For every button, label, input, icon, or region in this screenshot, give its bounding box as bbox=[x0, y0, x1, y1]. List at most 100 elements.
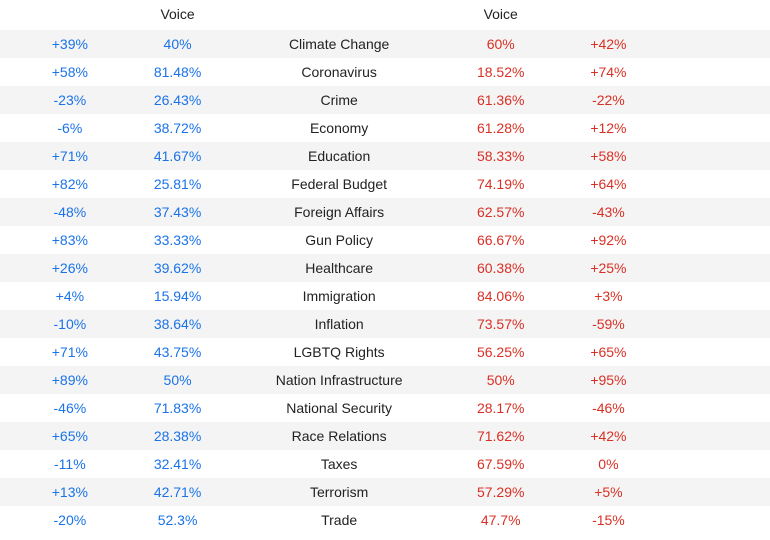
cell-spacer-left bbox=[0, 114, 16, 142]
cell-blue-voice: 52.3% bbox=[124, 506, 232, 534]
cell-topic: Crime bbox=[231, 86, 446, 114]
cell-spacer-right bbox=[662, 338, 770, 366]
table-body: +39%40%Climate Change60%+42%+58%81.48%Co… bbox=[0, 30, 770, 534]
cell-spacer-left bbox=[0, 338, 16, 366]
cell-spacer-right bbox=[662, 422, 770, 450]
cell-spacer-left bbox=[0, 394, 16, 422]
cell-spacer-left bbox=[0, 170, 16, 198]
header-red-voice: Voice bbox=[447, 0, 555, 30]
header-blue-change bbox=[16, 0, 124, 30]
cell-spacer-right bbox=[662, 30, 770, 58]
cell-red-voice: 50% bbox=[447, 366, 555, 394]
cell-topic: Education bbox=[231, 142, 446, 170]
cell-red-voice: 62.57% bbox=[447, 198, 555, 226]
cell-blue-change: +4% bbox=[16, 282, 124, 310]
cell-red-change: +12% bbox=[555, 114, 663, 142]
cell-spacer-right bbox=[662, 254, 770, 282]
cell-red-change: +3% bbox=[555, 282, 663, 310]
cell-red-voice: 56.25% bbox=[447, 338, 555, 366]
cell-blue-voice: 32.41% bbox=[124, 450, 232, 478]
header-blue-voice: Voice bbox=[124, 0, 232, 30]
cell-spacer-right bbox=[662, 86, 770, 114]
cell-spacer-right bbox=[662, 58, 770, 86]
cell-blue-voice: 50% bbox=[124, 366, 232, 394]
cell-spacer-right bbox=[662, 114, 770, 142]
header-red-change bbox=[555, 0, 663, 30]
cell-blue-change: +65% bbox=[16, 422, 124, 450]
table-row: -6%38.72%Economy61.28%+12% bbox=[0, 114, 770, 142]
cell-red-voice: 18.52% bbox=[447, 58, 555, 86]
cell-blue-change: +71% bbox=[16, 142, 124, 170]
cell-blue-change: -23% bbox=[16, 86, 124, 114]
cell-blue-change: +26% bbox=[16, 254, 124, 282]
cell-blue-change: -46% bbox=[16, 394, 124, 422]
table-row: -23%26.43%Crime61.36%-22% bbox=[0, 86, 770, 114]
cell-spacer-right bbox=[662, 506, 770, 534]
cell-red-change: -59% bbox=[555, 310, 663, 338]
table-row: +82%25.81%Federal Budget74.19%+64% bbox=[0, 170, 770, 198]
cell-topic: Taxes bbox=[231, 450, 446, 478]
table-row: +65%28.38%Race Relations71.62%+42% bbox=[0, 422, 770, 450]
cell-spacer-left bbox=[0, 282, 16, 310]
cell-topic: Inflation bbox=[231, 310, 446, 338]
cell-blue-voice: 39.62% bbox=[124, 254, 232, 282]
cell-blue-voice: 33.33% bbox=[124, 226, 232, 254]
cell-red-voice: 28.17% bbox=[447, 394, 555, 422]
table-row: +58%81.48%Coronavirus18.52%+74% bbox=[0, 58, 770, 86]
table-row: -10%38.64%Inflation73.57%-59% bbox=[0, 310, 770, 338]
cell-blue-voice: 25.81% bbox=[124, 170, 232, 198]
cell-spacer-right bbox=[662, 310, 770, 338]
cell-red-change: +42% bbox=[555, 422, 663, 450]
cell-red-voice: 74.19% bbox=[447, 170, 555, 198]
cell-topic: Nation Infrastructure bbox=[231, 366, 446, 394]
cell-blue-change: -20% bbox=[16, 506, 124, 534]
table-header-row: Voice Voice bbox=[0, 0, 770, 30]
cell-spacer-left bbox=[0, 450, 16, 478]
table-row: +71%41.67%Education58.33%+58% bbox=[0, 142, 770, 170]
cell-blue-change: +58% bbox=[16, 58, 124, 86]
cell-spacer-right bbox=[662, 366, 770, 394]
cell-topic: LGBTQ Rights bbox=[231, 338, 446, 366]
cell-red-voice: 84.06% bbox=[447, 282, 555, 310]
cell-spacer-right bbox=[662, 282, 770, 310]
table-row: +83%33.33%Gun Policy66.67%+92% bbox=[0, 226, 770, 254]
cell-blue-voice: 71.83% bbox=[124, 394, 232, 422]
cell-topic: Healthcare bbox=[231, 254, 446, 282]
cell-red-change: +74% bbox=[555, 58, 663, 86]
cell-spacer-left bbox=[0, 478, 16, 506]
cell-red-change: +42% bbox=[555, 30, 663, 58]
cell-red-change: -22% bbox=[555, 86, 663, 114]
cell-red-voice: 47.7% bbox=[447, 506, 555, 534]
cell-blue-change: +39% bbox=[16, 30, 124, 58]
cell-topic: Race Relations bbox=[231, 422, 446, 450]
cell-topic: Federal Budget bbox=[231, 170, 446, 198]
cell-red-change: +95% bbox=[555, 366, 663, 394]
cell-topic: Coronavirus bbox=[231, 58, 446, 86]
cell-spacer-left bbox=[0, 142, 16, 170]
cell-spacer-left bbox=[0, 366, 16, 394]
cell-red-change: 0% bbox=[555, 450, 663, 478]
table-row: -20%52.3%Trade47.7%-15% bbox=[0, 506, 770, 534]
cell-blue-change: +82% bbox=[16, 170, 124, 198]
cell-blue-voice: 38.64% bbox=[124, 310, 232, 338]
voice-comparison-table: Voice Voice +39%40%Climate Change60%+42%… bbox=[0, 0, 770, 534]
table-row: +4%15.94%Immigration84.06%+3% bbox=[0, 282, 770, 310]
cell-red-voice: 60.38% bbox=[447, 254, 555, 282]
header-topic bbox=[231, 0, 446, 30]
table-row: -46%71.83%National Security28.17%-46% bbox=[0, 394, 770, 422]
cell-spacer-right bbox=[662, 478, 770, 506]
cell-blue-change: +71% bbox=[16, 338, 124, 366]
cell-spacer-left bbox=[0, 30, 16, 58]
table-row: +89%50%Nation Infrastructure50%+95% bbox=[0, 366, 770, 394]
cell-spacer-right bbox=[662, 142, 770, 170]
cell-red-change: +5% bbox=[555, 478, 663, 506]
cell-blue-change: +89% bbox=[16, 366, 124, 394]
cell-spacer-left bbox=[0, 198, 16, 226]
cell-blue-voice: 26.43% bbox=[124, 86, 232, 114]
header-spacer-left bbox=[0, 0, 16, 30]
cell-topic: Economy bbox=[231, 114, 446, 142]
cell-spacer-left bbox=[0, 422, 16, 450]
cell-topic: Gun Policy bbox=[231, 226, 446, 254]
cell-blue-change: +13% bbox=[16, 478, 124, 506]
cell-red-change: -46% bbox=[555, 394, 663, 422]
